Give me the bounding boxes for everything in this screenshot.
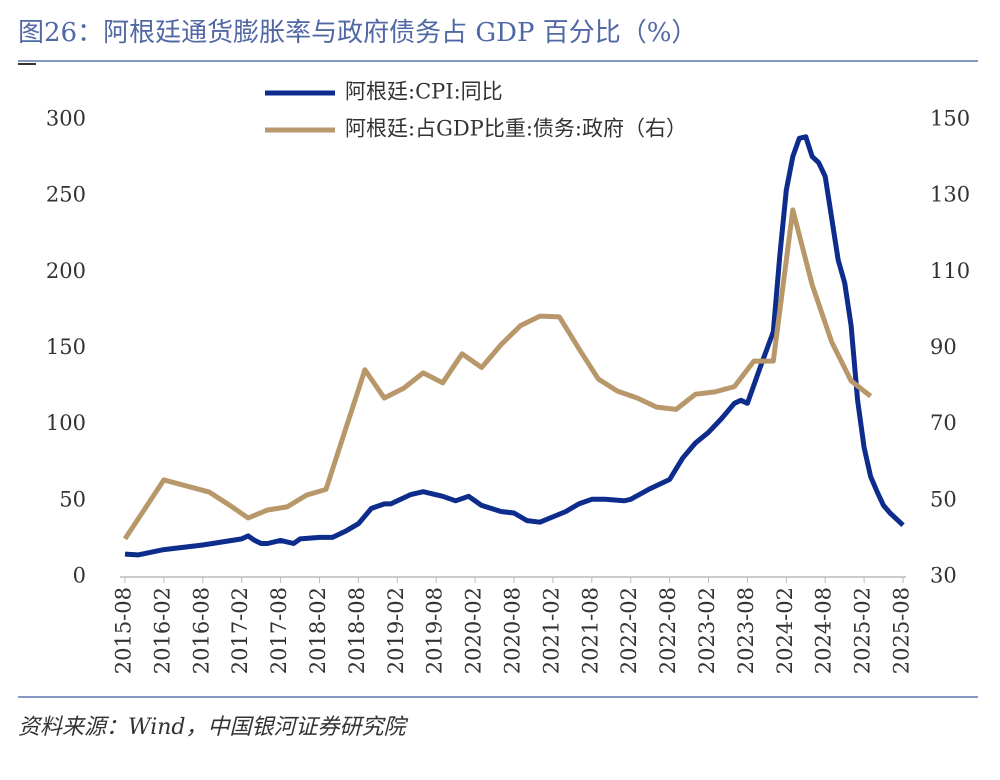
x-tick-label: 2024-08 xyxy=(812,587,836,674)
x-tick-label: 2025-02 xyxy=(851,587,875,674)
legend-label: 阿根廷:占GDP比重:债务:政府（右） xyxy=(345,117,687,141)
x-tick-label: 2021-02 xyxy=(539,587,563,674)
series-line xyxy=(122,207,873,541)
x-tick-label: 2023-08 xyxy=(734,587,758,674)
y-tick-label: 50 xyxy=(59,487,86,511)
series-line xyxy=(124,134,905,558)
x-tick-label: 2018-02 xyxy=(306,587,330,674)
y2-tick-label: 110 xyxy=(930,259,970,283)
y2-tick-label: 30 xyxy=(930,564,957,588)
x-tick-label: 2020-02 xyxy=(462,587,486,674)
y-tick-label: 200 xyxy=(46,259,86,283)
x-tick-label: 2019-08 xyxy=(423,587,447,674)
y-tick-label: 100 xyxy=(46,411,86,435)
legend-label: 阿根廷:CPI:同比 xyxy=(345,80,503,104)
x-tick-label: 2017-02 xyxy=(228,587,252,674)
y2-tick-label: 150 xyxy=(930,107,970,131)
x-tick-label: 2024-02 xyxy=(773,587,797,674)
y2-tick-label: 50 xyxy=(930,487,957,511)
x-tick-label: 2022-08 xyxy=(656,587,680,674)
x-tick-label: 2025-08 xyxy=(890,587,914,674)
x-tick-label: 2015-08 xyxy=(112,587,136,674)
chart-title: 图26：阿根廷通货膨胀率与政府债务占 GDP 百分比（%） xyxy=(18,18,697,48)
x-tick-label: 2016-02 xyxy=(150,587,174,674)
x-tick-label: 2019-02 xyxy=(384,587,408,674)
y2-tick-label: 70 xyxy=(930,411,957,435)
x-tick-label: 2018-08 xyxy=(345,587,369,674)
x-tick-label: 2023-02 xyxy=(695,587,719,674)
source: 资料来源：Wind，中国银河证券研究院 xyxy=(18,715,409,740)
x-tick-label: 2020-08 xyxy=(501,587,525,674)
x-tick-label: 2022-02 xyxy=(617,587,641,674)
y2-tick-label: 90 xyxy=(930,335,957,359)
y-tick-label: 0 xyxy=(73,564,86,588)
x-tick-label: 2021-08 xyxy=(578,587,602,674)
x-tick-label: 2017-08 xyxy=(267,587,291,674)
y-tick-label: 250 xyxy=(46,183,86,207)
y2-tick-label: 130 xyxy=(930,183,970,207)
x-tick-label: 2016-08 xyxy=(189,587,213,674)
y-tick-label: 150 xyxy=(46,335,86,359)
y-tick-label: 300 xyxy=(46,107,86,131)
